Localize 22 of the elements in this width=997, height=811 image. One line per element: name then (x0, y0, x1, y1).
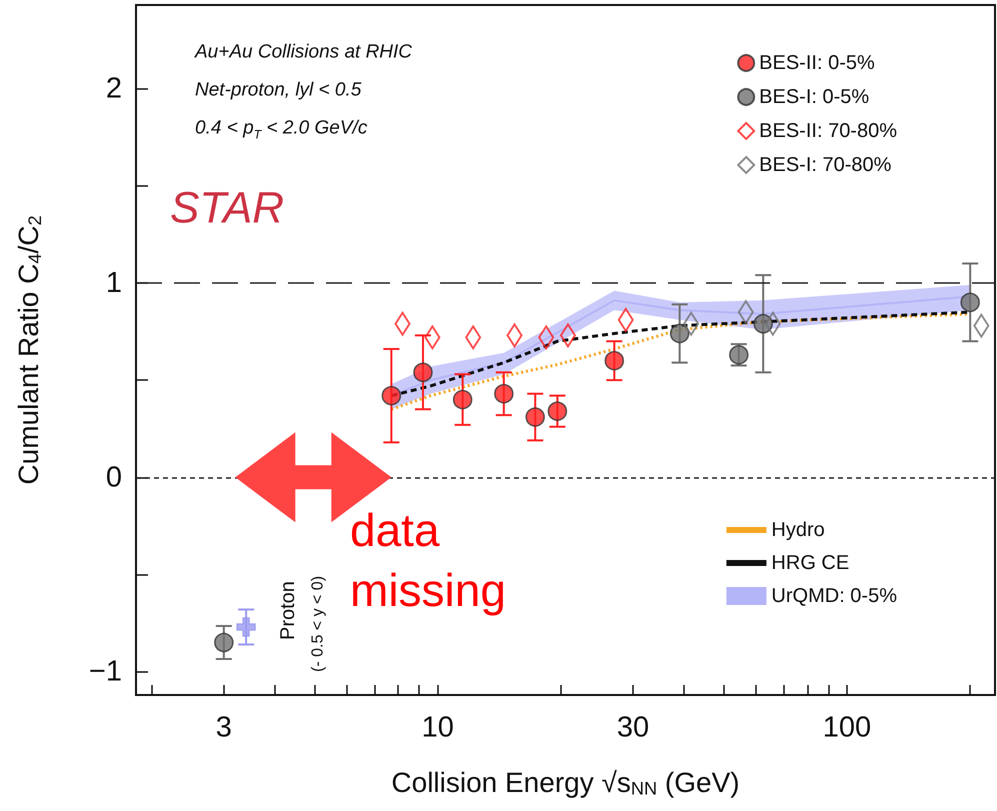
legend-label: BES-I: 70-80% (759, 154, 892, 176)
legend-label: BES-II: 70-80% (759, 120, 898, 142)
y-tick-label: −1 (88, 656, 122, 688)
y-tick-label: 1 (106, 266, 122, 299)
legend-label: BES-I: 0-5% (759, 86, 870, 108)
annotation: Proton (277, 581, 299, 640)
y-axis-title: Cumulant Ratio C4/C2 (13, 215, 45, 485)
legend-label: UrQMD: 0-5% (771, 585, 898, 607)
annotation: data missing (350, 504, 506, 616)
y-tick-label: 2 (106, 72, 122, 105)
legend-label: HRG CE (771, 552, 850, 574)
y-tick-label: 0 (106, 461, 122, 494)
annotation: STAR (170, 184, 284, 232)
legend-label: BES-II: 0-5% (759, 52, 875, 74)
x-tick-label: 30 (616, 712, 650, 744)
annotation: Au+Au Collisions at RHIC (194, 42, 412, 62)
annotation: Net-proton, lyl < 0.5 (195, 80, 362, 100)
x-tick-label: 100 (822, 712, 872, 744)
legend-label: Hydro (771, 519, 825, 541)
x-tick-label: 10 (422, 712, 454, 744)
x-tick-label: 3 (216, 712, 232, 744)
annotation: (- 0.5 < y < 0) (310, 576, 326, 672)
